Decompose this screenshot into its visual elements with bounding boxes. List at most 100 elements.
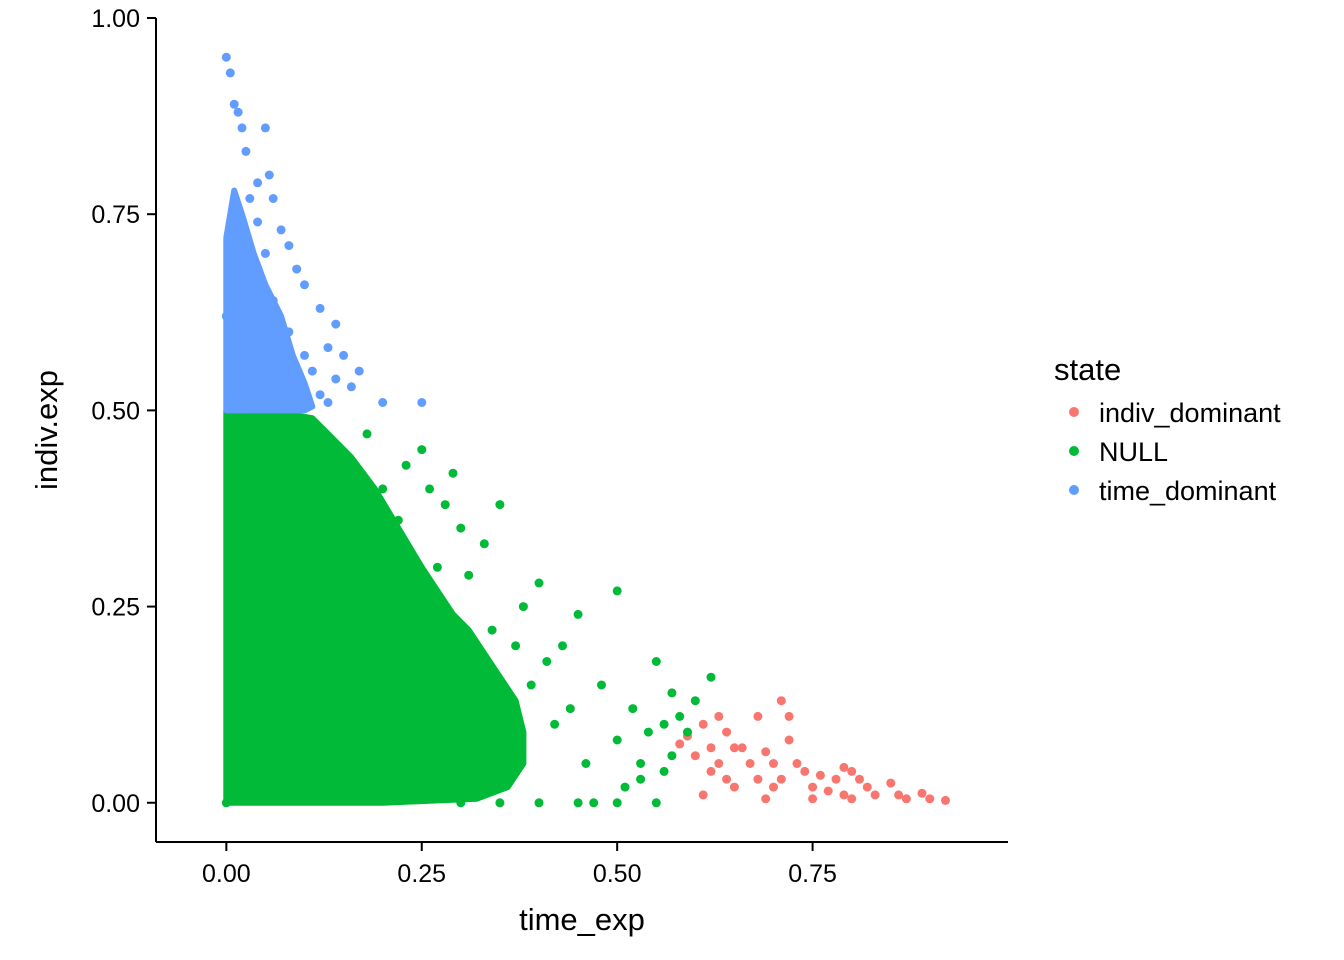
legend-label-time-dominant: time_dominant: [1099, 476, 1277, 506]
legend-label-indiv-dominant: indiv_dominant: [1099, 398, 1281, 428]
data-point-null: [503, 704, 513, 714]
data-point-null: [659, 766, 669, 776]
data-point-null: [581, 759, 591, 768]
data-point-null: [487, 625, 497, 635]
data-point-indiv-dominant: [737, 743, 747, 753]
data-point-null: [393, 515, 403, 525]
data-point-time-dominant: [229, 99, 239, 109]
data-point-null: [636, 759, 646, 768]
data-point-time-dominant: [300, 280, 309, 290]
data-point-time-dominant: [268, 194, 278, 203]
data-point-indiv-dominant: [862, 782, 872, 792]
data-point-indiv-dominant: [706, 766, 716, 776]
points-layer: [221, 52, 950, 808]
data-point-null: [620, 782, 630, 792]
x-ticks: 0.00 0.25 0.50 0.75: [202, 842, 837, 888]
data-point-indiv-dominant: [784, 711, 794, 721]
data-point-indiv-dominant: [839, 762, 849, 772]
plot-area: [221, 52, 950, 808]
data-point-time-dominant: [268, 296, 278, 305]
data-point-time-dominant: [276, 343, 286, 353]
data-point-null: [558, 641, 567, 651]
data-point-time-dominant: [253, 366, 263, 376]
data-point-null: [440, 500, 450, 510]
data-point-time-dominant: [284, 241, 294, 251]
data-point-null: [636, 774, 646, 784]
data-point-time-dominant: [292, 382, 302, 392]
data-point-time-dominant: [237, 390, 247, 400]
data-point-time-dominant: [315, 303, 325, 313]
y-ticks: 0.00 0.25 0.50 0.75 1.00: [91, 5, 156, 818]
data-point-null: [589, 798, 599, 808]
data-point-null: [221, 798, 231, 808]
data-point-time-dominant: [354, 366, 364, 376]
data-point-time-dominant: [229, 358, 239, 368]
data-point-indiv-dominant: [698, 719, 708, 729]
data-point-indiv-dominant: [729, 743, 739, 753]
y-tick-label: 0.50: [91, 397, 140, 425]
data-point-null: [300, 641, 309, 651]
y-tick-label: 0.25: [91, 594, 140, 622]
data-point-null: [284, 413, 294, 423]
y-tick-label: 0.75: [91, 201, 140, 229]
data-point-indiv-dominant: [761, 794, 771, 804]
data-point-null: [675, 711, 685, 721]
data-point-indiv-dominant: [808, 794, 818, 804]
data-point-null: [628, 704, 638, 714]
data-point-indiv-dominant: [886, 778, 896, 788]
data-point-indiv-dominant: [847, 766, 857, 776]
data-point-null: [260, 719, 270, 729]
data-point-null: [495, 500, 505, 510]
legend-key-indiv-dominant: [1069, 407, 1079, 417]
x-axis-title: time_exp: [519, 902, 645, 937]
data-point-null: [651, 657, 661, 666]
data-point-indiv-dominant: [706, 743, 716, 753]
data-point-null: [643, 727, 653, 737]
data-point-null: [472, 672, 481, 682]
y-tick-label: 0.00: [91, 790, 140, 818]
data-point-time-dominant: [253, 217, 263, 227]
data-point-indiv-dominant: [753, 711, 763, 721]
data-point-time-dominant: [315, 390, 325, 400]
data-point-time-dominant: [225, 68, 235, 78]
data-point-null: [667, 688, 677, 698]
data-point-time-dominant: [276, 225, 286, 235]
data-point-time-dominant: [233, 107, 243, 117]
data-point-indiv-dominant: [776, 696, 786, 706]
data-point-time-dominant: [245, 194, 255, 203]
data-point-time-dominant: [237, 233, 247, 243]
data-point-indiv-dominant: [901, 794, 911, 804]
data-point-indiv-dominant: [800, 766, 810, 776]
data-point-indiv-dominant: [784, 735, 794, 745]
data-point-indiv-dominant: [894, 790, 904, 800]
data-point-indiv-dominant: [839, 790, 849, 800]
data-point-indiv-dominant: [714, 759, 724, 768]
data-point-time-dominant: [417, 398, 427, 407]
data-point-indiv-dominant: [698, 790, 708, 800]
data-point-null: [425, 484, 435, 494]
data-point-null: [479, 539, 489, 549]
data-point-indiv-dominant: [823, 786, 833, 796]
data-point-time-dominant: [221, 311, 231, 321]
data-point-time-dominant: [229, 272, 239, 282]
data-point-indiv-dominant: [808, 782, 818, 792]
data-point-time-dominant: [264, 170, 274, 180]
legend-key-time-dominant: [1069, 485, 1079, 495]
data-point-indiv-dominant: [675, 739, 685, 749]
data-point-null: [565, 704, 575, 714]
data-point-null: [651, 798, 661, 808]
dense-region-null: [223, 407, 527, 806]
data-point-indiv-dominant: [729, 782, 739, 792]
legend-title: state: [1054, 352, 1121, 387]
data-point-null: [612, 586, 622, 596]
x-tick-label: 0.25: [397, 860, 446, 888]
data-point-indiv-dominant: [941, 795, 950, 805]
data-point-time-dominant: [245, 327, 255, 337]
y-axis-title: indiv.exp: [29, 370, 64, 490]
data-point-null: [378, 484, 388, 494]
data-point-null: [690, 696, 700, 706]
data-point-null: [612, 735, 622, 745]
data-point-indiv-dominant: [722, 727, 732, 737]
data-point-time-dominant: [260, 248, 270, 258]
data-point-indiv-dominant: [714, 711, 724, 721]
